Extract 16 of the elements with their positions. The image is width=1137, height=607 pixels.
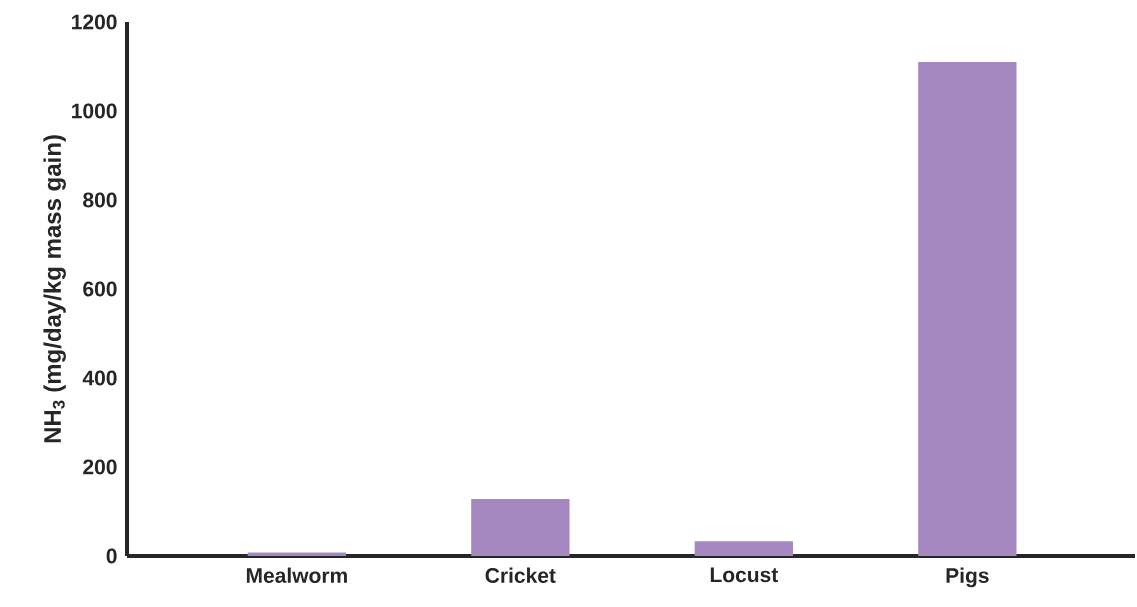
y-tick-label: 1000 [72,103,117,119]
y-tick-label: 800 [83,192,117,208]
bar [247,552,347,556]
bar [918,62,1017,556]
x-tick-label: Mealworm [246,567,347,583]
x-tick-label: Pigs [946,567,989,588]
x-tick-label: Locust [710,567,779,583]
y-tick-label: 200 [83,459,117,475]
y-axis-title: NH$_{3}$ (mg/day/kg mass gain) [43,135,66,443]
x-tick-label: Cricket [485,567,556,583]
bar [694,541,794,556]
y-tick-label: 0 [106,548,117,564]
bar [471,499,570,556]
y-tick-label: 400 [82,370,117,386]
y-tick-label: 1200 [72,14,117,30]
y-tick-label: 600 [83,281,117,297]
